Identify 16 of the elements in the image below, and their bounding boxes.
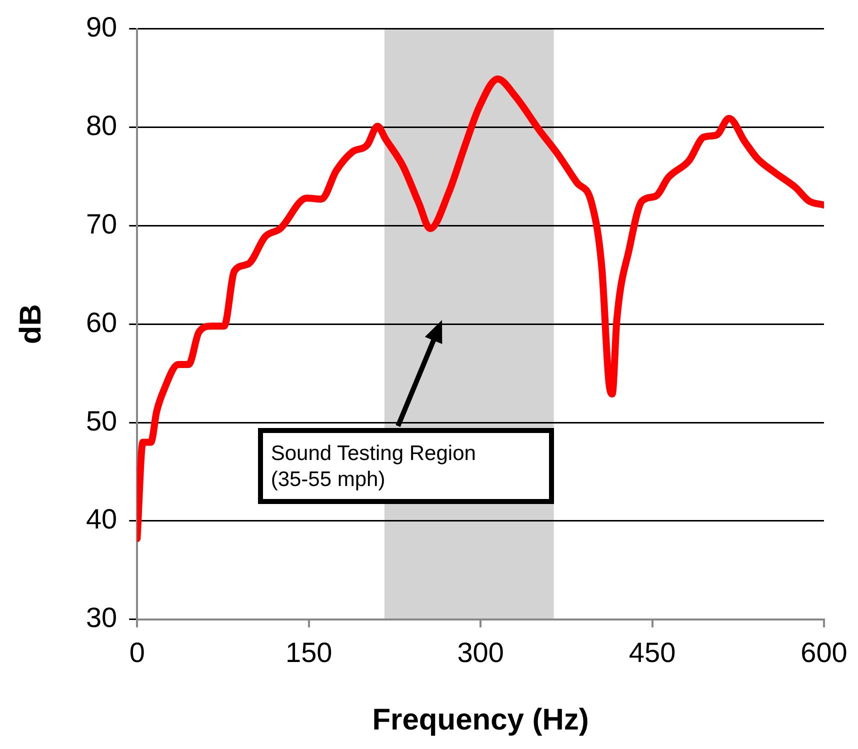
y-tick-label: 40 [86,504,118,535]
y-tick-label: 50 [86,405,118,436]
x-tick-label: 150 [286,636,332,668]
band-label: Sound Testing Region (35-55 mph) [270,441,477,494]
y-tick-label: 30 [86,602,118,634]
y-tick-label: 80 [86,110,118,141]
y-axis-title: dB [14,304,48,344]
y-tick-label: 90 [86,12,118,43]
x-tick-label: 600 [800,636,848,668]
x-axis-title: Frequency (Hz) [372,703,589,736]
x-tick-label: 0 [129,636,145,668]
y-tick-label: 70 [86,208,118,240]
callout-box: Sound Testing Region (35-55 mph) [258,428,554,504]
x-tick-label: 300 [457,636,504,668]
y-tick-label: 60 [86,306,118,338]
x-tick-label: 450 [628,636,676,668]
